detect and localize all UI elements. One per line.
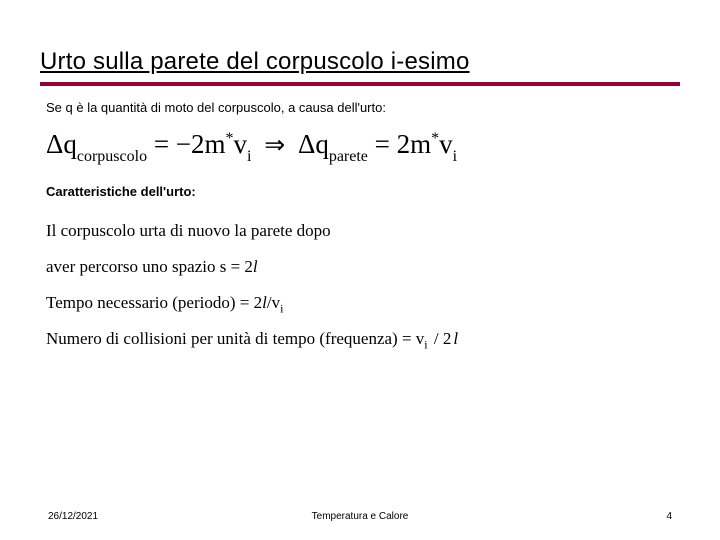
characteristics-label: Caratteristiche dell'urto: xyxy=(46,184,680,199)
l3-ell: l xyxy=(453,329,458,348)
eq-sub-parete: parete xyxy=(329,148,368,165)
eq-sub-corp: corpuscolo xyxy=(77,148,147,165)
l2-pre: Tempo necessario (periodo) = 2 xyxy=(46,293,262,312)
eq-star2: * xyxy=(431,130,439,147)
slide-title: Urto sulla parete del corpuscolo i-esimo xyxy=(40,48,470,75)
footer-date: 26/12/2021 xyxy=(48,511,98,522)
l3-pre: Numero di collisioni per unità di tempo … xyxy=(46,329,424,348)
eq-star1: * xyxy=(226,130,234,147)
eq-v1: v xyxy=(234,129,248,159)
accent-bar xyxy=(40,82,680,86)
body-block: Il corpuscolo urta di nuovo la parete do… xyxy=(46,213,680,358)
l2-i: i xyxy=(280,301,283,315)
eq-delta2: Δ xyxy=(298,129,315,159)
eq-q1: q xyxy=(63,129,77,159)
footer: 26/12/2021 Temperatura e Calore 4 xyxy=(0,511,720,522)
eq-q2: q xyxy=(315,129,329,159)
eq-v2: v xyxy=(439,129,453,159)
title-wrap: Urto sulla parete del corpuscolo i-esimo xyxy=(40,48,680,76)
l1b-pre: aver percorso uno spazio s = 2 xyxy=(46,257,253,276)
line-3: Numero di collisioni per unità di tempo … xyxy=(46,321,680,358)
footer-page: 4 xyxy=(666,511,672,522)
eq1-rhs: = −2m xyxy=(154,129,226,159)
intro-text: Se q è la quantità di moto del corpuscol… xyxy=(46,100,680,115)
line-1b: aver percorso uno spazio s = 2l xyxy=(46,249,680,285)
line-2: Tempo necessario (periodo) = 2l/vi xyxy=(46,285,680,322)
eq-i1: i xyxy=(247,148,251,165)
footer-topic: Temperatura e Calore xyxy=(312,511,409,522)
l3-mid: / 2 xyxy=(428,329,454,348)
eq-i2: i xyxy=(453,148,457,165)
implies-arrow: ⇒ xyxy=(264,130,285,160)
l1b-ell: l xyxy=(253,257,258,276)
eq-delta1: Δ xyxy=(46,129,63,159)
line-1a: Il corpuscolo urta di nuovo la parete do… xyxy=(46,213,680,249)
slide: Urto sulla parete del corpuscolo i-esimo… xyxy=(0,0,720,540)
main-equation: Δqcorpuscolo = −2m*vi ⇒ Δqparete = 2m*vi xyxy=(46,129,680,164)
l2-mid: /v xyxy=(267,293,280,312)
eq2-rhs: = 2m xyxy=(375,129,431,159)
